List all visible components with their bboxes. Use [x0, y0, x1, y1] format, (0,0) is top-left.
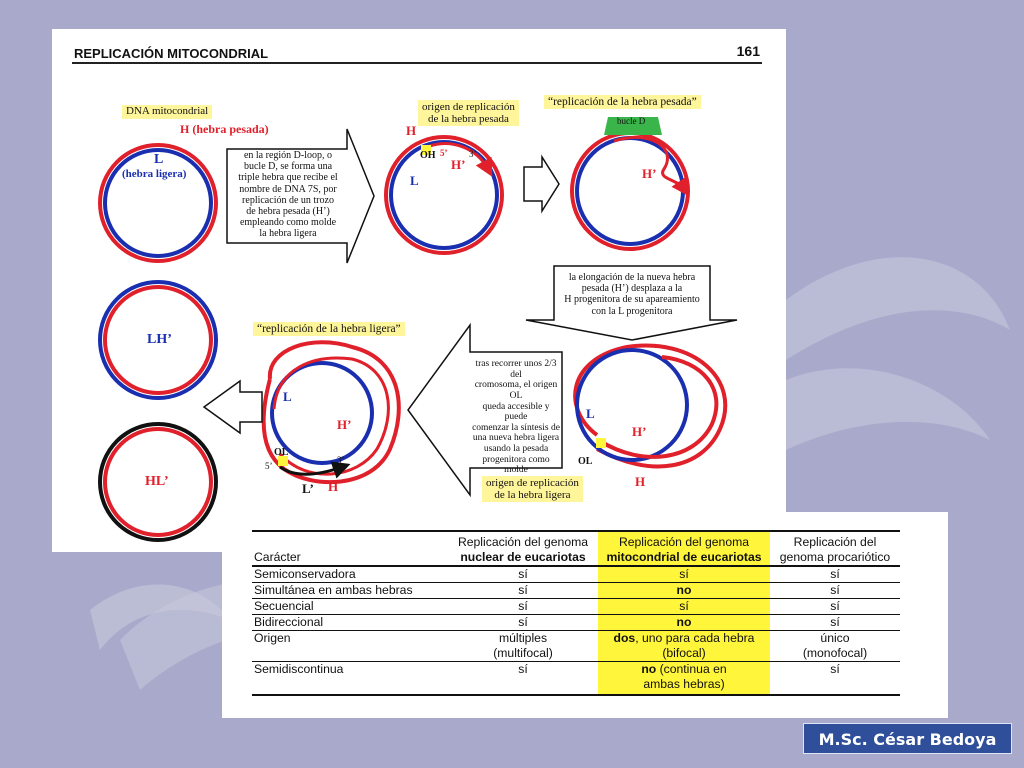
daughter-circle-lh [98, 280, 218, 400]
l-letter-2: L [410, 173, 419, 188]
row-label: Secuencial [254, 599, 314, 613]
ol-label-5: OL [274, 447, 289, 458]
mtdna-circle-displacement [573, 343, 728, 469]
l-prime-label: L’ [302, 481, 314, 496]
cell-mitochondrial: sí [598, 566, 770, 583]
table-row: Origen múltiples (multifocal) dos, uno pa… [252, 630, 900, 662]
table-row: Simultánea en ambas hebras sí no sí [252, 582, 900, 599]
h-letter-5: H [328, 479, 339, 494]
h-letter-4: H [635, 474, 646, 489]
table-row: Secuencial sí sí sí [252, 598, 900, 615]
h-prime-4: H’ [632, 424, 647, 439]
cell-nuclear: sí [518, 583, 528, 597]
cell-mitochondrial: sí [598, 598, 770, 615]
row-label: Simultánea en ambas hebras [254, 583, 413, 597]
cell-nuclear: sí [518, 615, 528, 629]
cell-nuclear: sí [518, 567, 528, 581]
hl-label: HL’ [145, 474, 169, 489]
step-arrow-3 [407, 322, 563, 498]
cell-prokaryotic: único (monofocal) [802, 631, 868, 660]
replication-diagram [98, 117, 738, 542]
cell-prokaryotic: sí [830, 583, 840, 597]
oh-label: OH [420, 150, 436, 161]
split-arrow [202, 379, 263, 435]
table-row: Bidireccional sí no sí [252, 614, 900, 631]
header-nuclear: Replicación del genoma nuclear de eucario… [457, 535, 589, 564]
mtdna-circle-original [98, 143, 218, 263]
dna-label: DNA mitocondrial [122, 105, 213, 119]
cell-mitochondrial: dos, uno para cada hebra (bifocal) [598, 630, 770, 662]
cell-nuclear: múltiples (multifocal) [493, 631, 553, 660]
mtdna-circle-origin-heavy [384, 135, 504, 255]
cell-mitochondrial: no (continua en ambas hebras) [598, 661, 770, 695]
step3-text: tras recorrer unos 2/3 del cromosoma, el… [472, 359, 560, 476]
step2-text: la elongación de la nueva hebra pesada (… [564, 272, 700, 317]
header-character: Carácter [254, 550, 301, 564]
origin-heavy-label: origen de replicación de la hebra pesada [418, 100, 519, 127]
cell-prokaryotic: sí [830, 567, 840, 581]
l-strand-letter: L [154, 152, 164, 167]
comparison-page: Carácter Replicación del genoma nuclear d… [222, 512, 948, 718]
title-rule [72, 62, 762, 64]
step-arrow-down [525, 265, 738, 341]
row-label: Origen [254, 631, 291, 645]
page-number: 161 [736, 43, 760, 59]
dloop-label: bucle D [617, 116, 646, 126]
row-label: Bidireccional [254, 615, 324, 629]
cell-nuclear: sí [518, 599, 528, 613]
header-mitochondrial: Replicación del genoma mitocondrial de eu… [598, 531, 770, 566]
five-prime-2: 5’ [440, 148, 448, 158]
row-label: Semidiscontinua [254, 662, 344, 676]
mtdna-circle-heavy-replication [570, 117, 690, 251]
light-replication-label: “replicación de la hebra ligera” [253, 322, 405, 337]
cell-nuclear: sí [518, 662, 528, 676]
cell-prokaryotic: sí [830, 599, 840, 613]
five-prime-5: 5’ [265, 461, 273, 471]
table-row: Semidiscontinua sí no (continua en ambas … [252, 661, 900, 695]
cell-mitochondrial: no [598, 614, 770, 631]
row-label: Semiconservadora [254, 567, 356, 581]
daughter-circle-hl [98, 422, 218, 542]
h-strand-label: H (hebra pesada) [180, 122, 269, 136]
l-letter-4: L [586, 406, 595, 421]
diagram-page: REPLICACIÓN MITOCONDRIAL 161 [52, 29, 786, 552]
h-prime-2: H’ [451, 157, 466, 172]
three-prime-2: 3’ [469, 149, 477, 159]
step-arrow-2 [523, 154, 560, 214]
l-letter-5: L [283, 389, 292, 404]
h-prime-5: H’ [337, 417, 352, 432]
cell-prokaryotic: sí [830, 615, 840, 629]
h-letter-2: H [406, 123, 417, 138]
table-row: Semiconservadora sí sí sí [252, 566, 900, 583]
heavy-replication-label: “replicación de la hebra pesada” [544, 95, 701, 110]
author-badge: M.Sc. César Bedoya [803, 723, 1012, 754]
step1-text: en la región D-loop, o bucle D, se forma… [238, 150, 338, 240]
page-title: REPLICACIÓN MITOCONDRIAL [74, 46, 269, 61]
comparison-table: Carácter Replicación del genoma nuclear d… [252, 530, 900, 696]
origin-light-label: origen de replicación de la hebra ligera [482, 476, 583, 503]
cell-mitochondrial: no [598, 582, 770, 599]
l-strand-name: (hebra ligera) [122, 168, 187, 180]
step-arrow-1 [226, 128, 375, 264]
mtdna-circle-light-replication [261, 340, 401, 485]
lh-label: LH’ [147, 332, 172, 347]
header-prokaryotic: Replicación del genoma procariótico [779, 535, 891, 564]
three-prime-5: 3’ [337, 455, 345, 465]
h-prime-3: H’ [642, 166, 657, 181]
table-header-row: Carácter Replicación del genoma nuclear d… [252, 531, 900, 566]
ol-label-4: OL [578, 456, 593, 467]
cell-prokaryotic: sí [830, 662, 840, 676]
